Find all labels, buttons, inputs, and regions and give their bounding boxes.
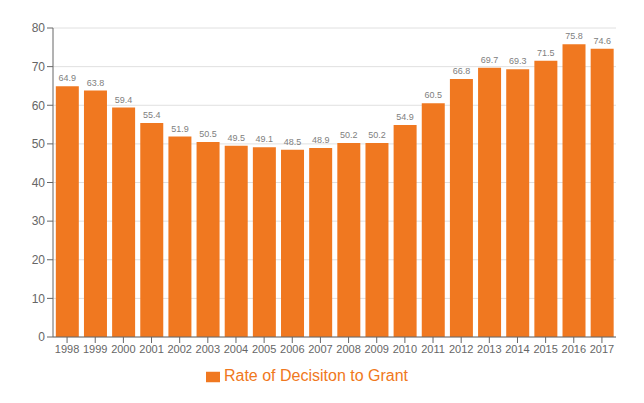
svg-text:20: 20 (32, 253, 46, 267)
svg-text:66.8: 66.8 (453, 66, 471, 76)
svg-text:2005: 2005 (252, 343, 276, 355)
svg-text:48.5: 48.5 (284, 137, 302, 147)
svg-text:71.5: 71.5 (537, 48, 555, 58)
svg-text:55.4: 55.4 (143, 110, 161, 120)
svg-text:50.2: 50.2 (368, 130, 386, 140)
svg-text:59.4: 59.4 (115, 95, 133, 105)
svg-text:2002: 2002 (167, 343, 191, 355)
svg-text:48.9: 48.9 (312, 135, 330, 145)
svg-text:2003: 2003 (196, 343, 220, 355)
svg-text:40: 40 (32, 176, 46, 190)
svg-text:2014: 2014 (505, 343, 529, 355)
svg-text:74.6: 74.6 (593, 36, 611, 46)
svg-text:60: 60 (32, 99, 46, 113)
svg-text:1999: 1999 (83, 343, 107, 355)
svg-text:1998: 1998 (55, 343, 79, 355)
svg-text:75.8: 75.8 (565, 31, 583, 41)
svg-text:54.9: 54.9 (396, 112, 414, 122)
svg-text:30: 30 (32, 214, 46, 228)
svg-text:80: 80 (32, 21, 46, 35)
svg-text:64.9: 64.9 (59, 73, 77, 83)
svg-text:2017: 2017 (590, 343, 614, 355)
svg-text:69.3: 69.3 (509, 56, 527, 66)
svg-text:2012: 2012 (449, 343, 473, 355)
svg-text:2010: 2010 (393, 343, 417, 355)
svg-text:50: 50 (32, 137, 46, 151)
svg-text:2015: 2015 (533, 343, 557, 355)
svg-text:70: 70 (32, 60, 46, 74)
svg-text:60.5: 60.5 (424, 90, 442, 100)
svg-text:2016: 2016 (562, 343, 586, 355)
svg-text:69.7: 69.7 (481, 55, 499, 65)
svg-text:0: 0 (38, 330, 45, 344)
svg-text:2008: 2008 (336, 343, 360, 355)
svg-text:2000: 2000 (111, 343, 135, 355)
svg-text:2007: 2007 (308, 343, 332, 355)
svg-text:2011: 2011 (421, 343, 445, 355)
svg-text:50.5: 50.5 (199, 129, 217, 139)
svg-text:63.8: 63.8 (87, 78, 105, 88)
svg-text:49.5: 49.5 (227, 133, 245, 143)
svg-text:2009: 2009 (364, 343, 388, 355)
svg-text:2013: 2013 (477, 343, 501, 355)
svg-text:50.2: 50.2 (340, 130, 358, 140)
svg-text:2001: 2001 (139, 343, 163, 355)
svg-text:10: 10 (32, 292, 46, 306)
svg-text:2004: 2004 (224, 343, 248, 355)
html-text:Rate of Decisiton to Grant: Rate of Decisiton to Grant (224, 367, 408, 384)
svg-text:2006: 2006 (280, 343, 304, 355)
svg-text:49.1: 49.1 (256, 134, 274, 144)
svg-text:51.9: 51.9 (171, 124, 189, 134)
